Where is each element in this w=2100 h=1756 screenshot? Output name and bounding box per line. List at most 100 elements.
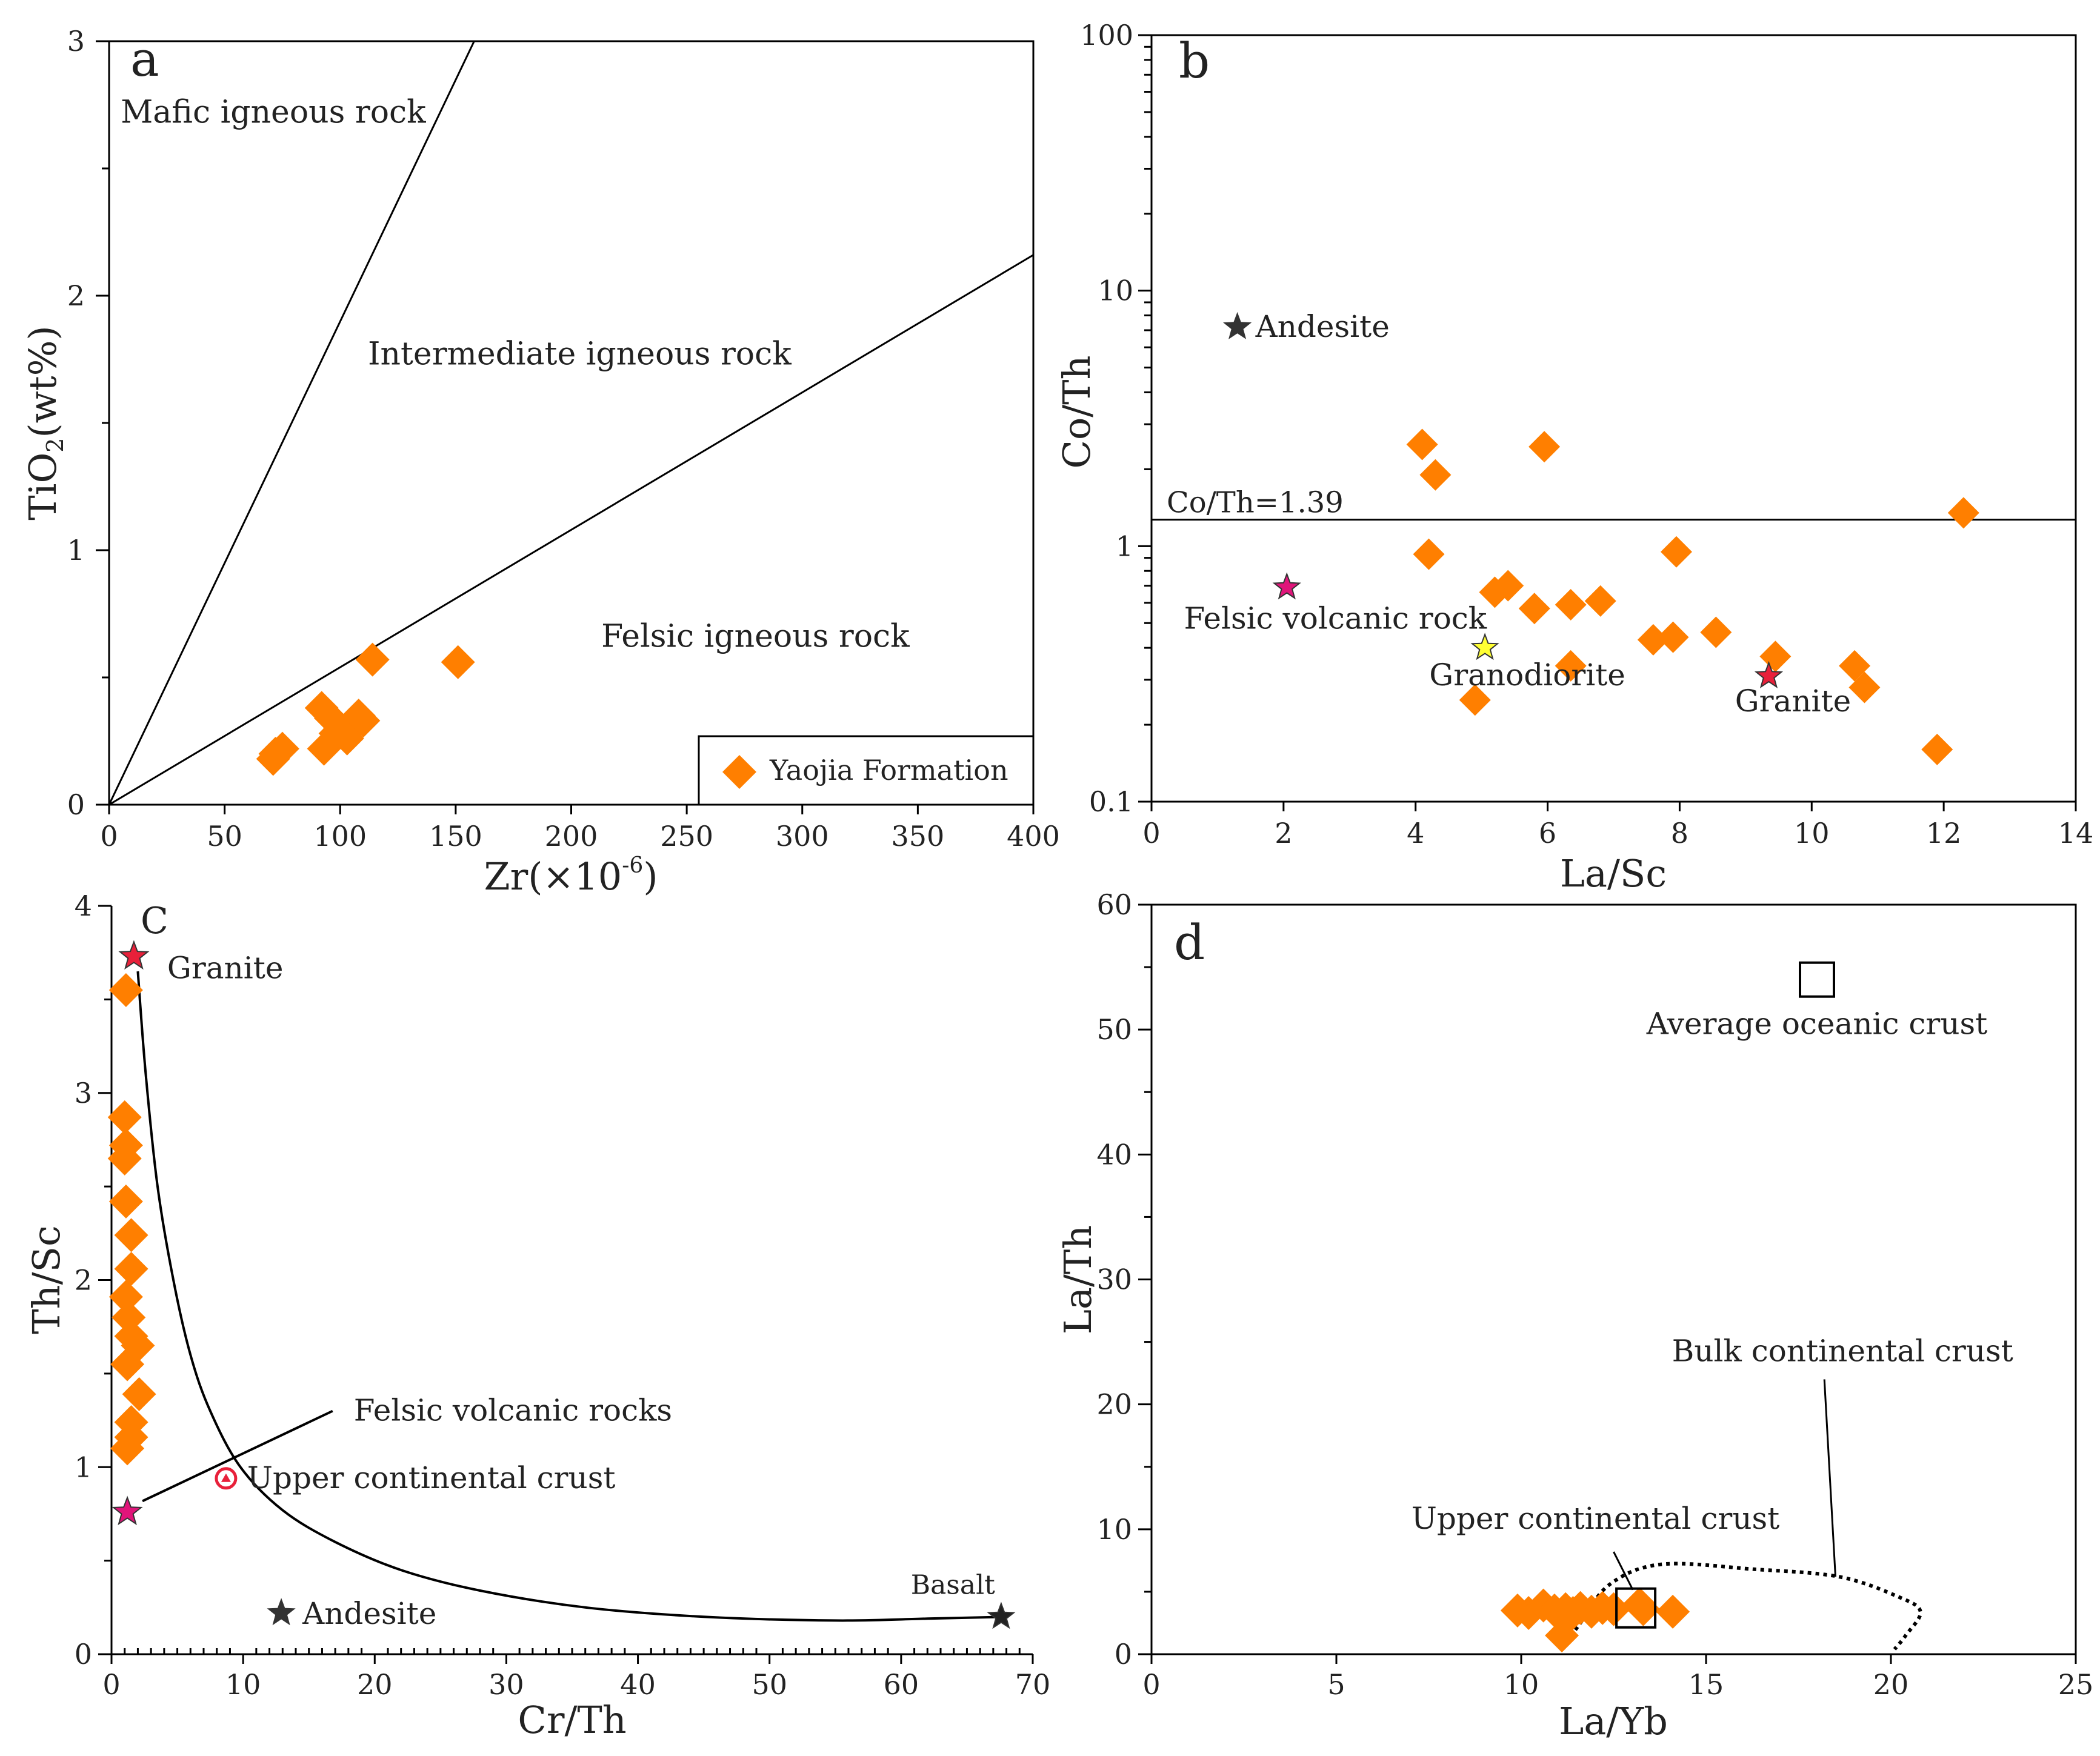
reference-label: Felsic volcanic rock [1184,600,1487,636]
x-tick-label: 30 [488,1668,524,1701]
x-tick-label: 250 [660,820,713,853]
data-point [1459,684,1491,716]
data-point [107,1100,142,1134]
x-tick-label: 15 [1688,1668,1724,1701]
field-boundary-line [109,41,475,805]
x-tick-label: 2 [1275,817,1292,850]
y-tick-label: 0.1 [1089,785,1133,818]
felsic-leader-line [142,1409,333,1503]
y-tick-label: 0 [1115,1638,1132,1671]
y-tick-label: 3 [75,1077,92,1109]
granite-star [118,940,150,970]
data-point [108,1184,143,1219]
y-tick-label: 10 [1096,1513,1132,1546]
data-point [1657,621,1689,653]
field-boundary-line [109,254,1033,805]
panel-c-ylabel: Th/Sc [24,1225,68,1334]
data-point [346,703,381,738]
reference-star [1223,311,1252,339]
x-tick-label: 12 [1926,817,1962,850]
felsic-volcanic-label: Felsic volcanic rocks [354,1393,672,1428]
bulk-crust-leader-line [1823,1379,1836,1577]
x-tick-label: 150 [429,820,482,853]
panel-d-points [1500,1587,1690,1653]
granite-label: Granite [167,950,284,985]
y-tick-label: 10 [1098,274,1133,307]
data-point [1759,640,1792,673]
y-tick-label: 3 [67,25,85,58]
x-tick-label: 25 [2058,1668,2094,1701]
panel-c-mixing-curve [136,971,1007,1622]
andesite-label: Andesite [302,1596,436,1631]
data-point [1413,538,1445,570]
data-point [107,1141,142,1176]
data-point [1555,588,1587,620]
data-point [1656,1594,1690,1629]
data-point [1406,428,1438,461]
data-point [1921,733,1953,765]
y-tick-label: 40 [1096,1138,1132,1171]
panel-b-points [1406,428,1979,765]
x-tick-label: 20 [357,1668,393,1701]
panel-c-letter: C [141,900,168,942]
x-tick-label: 4 [1407,817,1424,850]
panel-a-ticks: 0 50 100 150 200 250 300 350 400 0 1 2 3 [67,25,1060,853]
x-tick-label: 10 [225,1668,261,1701]
y-tick-label: 2 [75,1264,92,1297]
x-tick-label: 50 [752,1668,787,1701]
panel-d-reference-fields: Average oceanic crust Upper continental c… [1412,961,2013,1629]
basalt-label: Basalt [911,1569,995,1600]
panel-d-ticks: 0 5 10 15 20 25 0 10 20 30 40 50 60 [1096,888,2093,1701]
y-tick-label: 4 [75,890,92,922]
y-tick-label: 50 [1096,1013,1132,1046]
panel-d-lath-vs-layb: d 0 5 10 15 20 25 0 10 20 30 40 50 60 Average oceani… [1056,888,2093,1743]
x-tick-label: 300 [776,820,829,853]
panel-a-region-labels: Mafic igneous rock Intermediate igneous r… [121,94,910,654]
reference-label: Andesite [1255,309,1390,344]
x-tick-label: 0 [100,820,118,853]
data-point [1545,1618,1579,1653]
data-point [1947,497,1979,529]
data-point [1626,1592,1661,1626]
y-tick-label: 0 [75,1638,92,1671]
reference-label: Granodiorite [1429,657,1625,693]
panel-b-coth-vs-lasc: b 0 2 4 6 8 10 12 14 0.1 1 10 100 Co/Th=1.39 Andesi… [1055,19,2093,896]
panel-c-thsc-vs-crth: C 0 10 20 30 40 50 60 70 0 1 2 3 4 Granite Felsic vol… [24,890,1050,1742]
x-tick-label: 350 [891,820,944,853]
data-point [114,1251,148,1286]
y-tick-label: 1 [67,534,85,567]
panel-a-frame [108,40,1035,806]
data-point [108,1280,143,1314]
panel-c-reference-rocks: Granite Felsic volcanic rocks Upper contin… [112,940,1016,1631]
x-tick-label: 10 [1794,817,1830,850]
y-tick-label: 60 [1096,888,1132,921]
basalt-star [987,1601,1016,1629]
panel-d-xlabel: La/Yb [1559,1699,1668,1743]
data-point [114,1218,148,1252]
data-point [441,645,475,679]
data-point [108,973,143,1007]
data-point [1584,585,1616,617]
y-tick-label: 100 [1080,19,1133,52]
y-tick-label: 2 [67,279,85,312]
panel-a-legend: Yaojia Formation [698,735,1035,806]
x-tick-label: 5 [1327,1668,1345,1701]
oceanic-crust-square [1799,961,1835,998]
panel-b-ticks: 0 2 4 6 8 10 12 14 0.1 1 10 100 [1080,19,2093,850]
bulk-crust-label: Bulk continental crust [1672,1333,2013,1368]
x-tick-label: 70 [1015,1668,1051,1701]
reference-star [1754,660,1784,688]
data-point [1596,1592,1631,1626]
reference-star [1470,633,1499,660]
x-tick-label: 200 [545,820,598,853]
data-point [110,1431,145,1466]
data-point [1660,536,1692,568]
ucc-square [1615,1587,1657,1629]
panel-a-tio2-vs-zr: a 0 50 100 150 200 250 300 350 400 0 1 2 3 Mafic ign… [21,25,1060,899]
x-tick-label: 60 [884,1668,919,1701]
oceanic-crust-label: Average oceanic crust [1646,1006,1988,1042]
data-point [110,1347,145,1382]
data-point [1555,650,1587,682]
x-tick-label: 0 [1142,817,1160,850]
